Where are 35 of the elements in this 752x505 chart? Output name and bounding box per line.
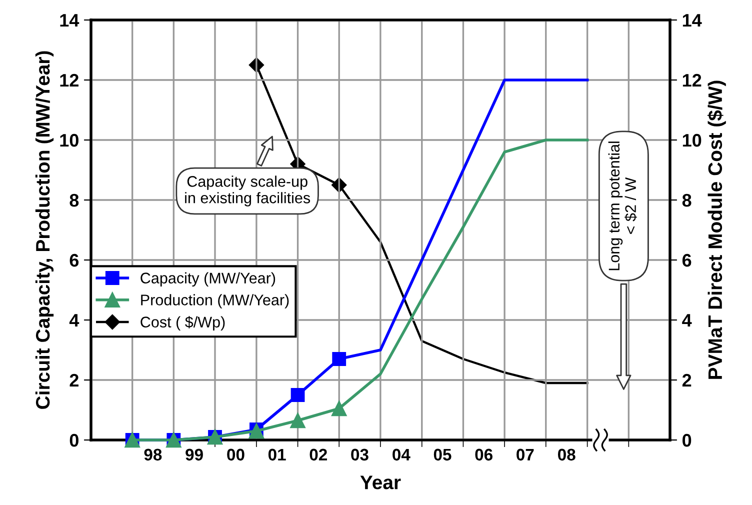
y-tick-label: 14	[60, 14, 80, 27]
legend-label: Production (MW/Year)	[141, 294, 289, 308]
y-tick-label: 0	[70, 434, 78, 447]
y-tick-label: 8	[70, 194, 79, 207]
y-tick-label: 4	[69, 314, 80, 327]
x-tick-label: 98	[144, 448, 162, 461]
y2-tick-label: 12	[682, 74, 702, 87]
y-tick-label: 10	[60, 134, 78, 147]
y2-tick-label: 0	[682, 434, 692, 447]
y2-tick-label: 6	[682, 254, 692, 267]
x-tick-label: 02	[310, 448, 327, 461]
x-tick-label: 08	[558, 448, 576, 461]
x-tick-label: 06	[475, 448, 492, 461]
y-axis-title: Circuit Capacity, Production (MW/Year)	[35, 51, 54, 409]
x-tick-label: 07	[516, 448, 534, 461]
legend-label: Capacity (MW/Year)	[140, 272, 276, 287]
legend-label: Cost ( $/Wp)	[140, 316, 225, 331]
x-tick-label: 03	[351, 448, 368, 461]
annotation: Long term potential < $2 / W	[608, 142, 637, 270]
y2-tick-label: 10	[682, 134, 702, 147]
annotation: Capacity scale-up in existing facilities	[185, 176, 310, 206]
x-tick-label: 01	[268, 448, 286, 461]
y2-axis-title: PVMaT Direct Module Cost ($/W)	[707, 80, 726, 379]
y-tick-label: 2	[70, 374, 78, 387]
y2-tick-label: 8	[682, 194, 692, 207]
x-axis-title: Year	[360, 476, 401, 490]
y-tick-label: 12	[60, 74, 78, 87]
y2-tick-label: 14	[682, 14, 702, 27]
y2-tick-label: 2	[682, 374, 692, 387]
x-tick-label: 00	[227, 448, 244, 461]
x-tick-label: 99	[186, 448, 203, 461]
y2-tick-label: 4	[682, 314, 692, 327]
x-tick-label: 05	[434, 448, 452, 461]
y-tick-label: 6	[70, 254, 79, 267]
x-tick-label: 04	[392, 448, 410, 461]
